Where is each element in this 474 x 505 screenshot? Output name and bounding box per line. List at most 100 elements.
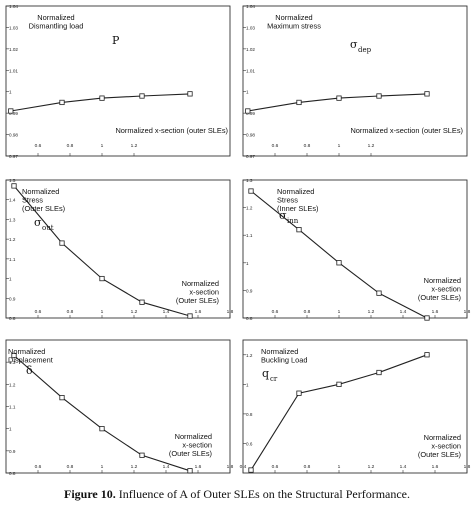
x-tick-label: 0.4 bbox=[240, 464, 247, 470]
x-tick-label: 0.6 bbox=[35, 464, 42, 470]
x-axis-label-line: Normalized bbox=[175, 432, 212, 441]
chart-title-line: Buckling Load bbox=[261, 356, 307, 365]
chart-svg: 1.5 1.4 1.3 1.2 1.1 1 0.9 0.8 0.6 0.8 1 1.2 1.4 1.6 1.… bbox=[5, 178, 234, 321]
data-point bbox=[336, 381, 342, 387]
x-tick-label: 1.2 bbox=[131, 143, 138, 149]
x-tick-label: 1.6 bbox=[195, 464, 202, 470]
y-tick-label: 1.3 bbox=[246, 178, 253, 183]
x-tick-label: 1.8 bbox=[464, 309, 471, 315]
chart-title-line: Normalized bbox=[8, 347, 45, 356]
data-point bbox=[296, 99, 302, 106]
y-tick-label: 1.01 bbox=[246, 68, 255, 73]
chart-title-line: Stress bbox=[277, 196, 298, 205]
y-tick-label: 1.3 bbox=[9, 217, 16, 222]
data-point bbox=[424, 91, 430, 97]
chart-title-line: (Inner SLEs) bbox=[277, 204, 319, 213]
chart-panel-dismantling-load: 1.04 1.03 1.02 1.01 1 0.99 0.98 0.97 0.6 0.8 1 1.2 N… bbox=[0, 0, 237, 170]
chart-panel-maximum-stress: 1.04 1.03 1.02 1.01 1 0.99 0.98 0.97 0.6 0.8 1 1.2 N… bbox=[237, 0, 474, 170]
y-tick-label: 0.98 bbox=[246, 133, 255, 138]
chart-symbol-subscript: dep bbox=[358, 46, 372, 54]
y-tick-label: 1.3 bbox=[9, 360, 16, 365]
y-tick-label: 1 bbox=[9, 277, 12, 282]
x-tick-label: 0.8 bbox=[304, 143, 311, 149]
y-tick-label: 1.5 bbox=[9, 178, 16, 183]
x-tick-label: 0.6 bbox=[272, 143, 279, 149]
chart-panel-buckling-load: 1.2 1 0.8 0.6 0.4 0.6 0.8 1 1.2 1.4 1.6 1.8 Normaliz… bbox=[237, 332, 474, 482]
data-point bbox=[248, 467, 254, 473]
data-point bbox=[248, 188, 254, 194]
y-tick-label: 0.99 bbox=[246, 111, 255, 116]
figure-caption: Figure 10. Influence of A of Outer SLEs … bbox=[0, 487, 474, 502]
x-tick-label: 0.6 bbox=[35, 143, 42, 149]
chart-symbol: σ bbox=[34, 216, 42, 229]
series-line bbox=[250, 354, 428, 471]
x-axis-label-line: (Outer SLEs) bbox=[176, 296, 219, 305]
x-tick-label: 1.2 bbox=[131, 464, 138, 470]
chart-panel-displacement: 1.3 1.2 1.1 1 0.9 0.8 0.6 0.8 1 1.2 1.4 1.6 1.8 Norma… bbox=[0, 332, 237, 482]
x-tick-label: 1.2 bbox=[368, 464, 375, 470]
x-axis-label-line: x-section bbox=[431, 285, 461, 294]
x-tick-label: 1 bbox=[101, 464, 104, 470]
chart-svg: 1.04 1.03 1.02 1.01 1 0.99 0.98 0.97 0.6 0.8 1 1.2 N… bbox=[5, 4, 231, 159]
x-axis-label-line: x-section bbox=[189, 288, 219, 297]
x-tick-label: 1 bbox=[338, 464, 341, 470]
y-tick-label: 1.03 bbox=[9, 25, 18, 30]
x-axis-label-line: x-section bbox=[182, 441, 212, 450]
x-tick-label: 0.8 bbox=[304, 464, 311, 470]
x-tick-label: 1.2 bbox=[368, 143, 375, 149]
data-point bbox=[99, 275, 105, 282]
y-tick-label: 0.9 bbox=[9, 296, 16, 301]
x-tick-label: 0.8 bbox=[67, 309, 74, 315]
y-tick-label: 0.9 bbox=[246, 288, 253, 293]
chart-symbol: P bbox=[112, 34, 120, 47]
data-point bbox=[336, 95, 342, 101]
x-tick-label: 0.6 bbox=[272, 464, 279, 470]
chart-symbol: σ bbox=[279, 209, 287, 222]
data-point bbox=[187, 313, 193, 319]
data-point bbox=[424, 315, 430, 321]
chart-symbol: σ bbox=[350, 38, 358, 51]
chart-title-line: Displacement bbox=[8, 356, 53, 365]
plot-frame bbox=[242, 179, 468, 319]
y-tick-label: 1.1 bbox=[9, 257, 16, 262]
y-tick-label: 1 bbox=[246, 261, 249, 266]
x-axis-label-line: (Outer SLEs) bbox=[418, 450, 461, 459]
data-point bbox=[139, 452, 145, 458]
x-tick-label: 0.8 bbox=[67, 464, 74, 470]
y-tick-label: 0.98 bbox=[9, 133, 18, 138]
x-tick-label: 1.4 bbox=[163, 309, 170, 315]
x-axis-label-line: Normalized bbox=[424, 276, 461, 285]
y-tick-label: 1.2 bbox=[9, 237, 16, 242]
x-tick-label: 1.4 bbox=[400, 464, 407, 470]
data-point bbox=[11, 352, 17, 359]
data-point bbox=[376, 369, 382, 376]
data-point bbox=[59, 99, 65, 106]
y-tick-label: 1.4 bbox=[9, 198, 16, 203]
y-tick-label: 1.2 bbox=[246, 353, 253, 358]
data-point bbox=[336, 260, 342, 266]
x-tick-label: 1.6 bbox=[195, 309, 202, 315]
y-tick-label: 0.97 bbox=[9, 154, 18, 159]
x-axis-label-line: Normalized x-section (outer SLEs) bbox=[350, 126, 463, 135]
plot-frame bbox=[242, 339, 468, 474]
x-tick-label: 1.2 bbox=[368, 309, 375, 315]
x-tick-label: 1.4 bbox=[400, 309, 407, 315]
x-tick-label: 0.6 bbox=[272, 309, 279, 315]
y-tick-label: 1 bbox=[246, 90, 249, 95]
chart-symbol-subscript: inn bbox=[287, 217, 299, 225]
chart-title-line: (Outer SLEs) bbox=[22, 204, 65, 213]
chart-symbol: δ bbox=[26, 364, 33, 377]
data-point bbox=[139, 93, 145, 99]
data-point bbox=[59, 395, 65, 401]
chart-title-line: Normalized bbox=[261, 347, 298, 356]
chart-svg: 1.3 1.2 1.1 1 0.9 0.8 0.6 0.8 1 1.2 1.4 1.6 1.8 Norma… bbox=[242, 178, 471, 321]
y-tick-label: 0.9 bbox=[9, 449, 16, 454]
y-tick-label: 1.04 bbox=[246, 4, 255, 9]
y-tick-label: 1.03 bbox=[246, 25, 255, 30]
data-point bbox=[376, 290, 382, 296]
x-axis-label-line: (Outer SLEs) bbox=[418, 293, 461, 302]
x-tick-label: 0.8 bbox=[67, 143, 74, 149]
plot-frame bbox=[5, 5, 231, 157]
x-tick-label: 1 bbox=[338, 143, 341, 149]
chart-svg: 1.3 1.2 1.1 1 0.9 0.8 0.6 0.8 1 1.2 1.4 1.6 1.8 Norma… bbox=[5, 339, 234, 476]
